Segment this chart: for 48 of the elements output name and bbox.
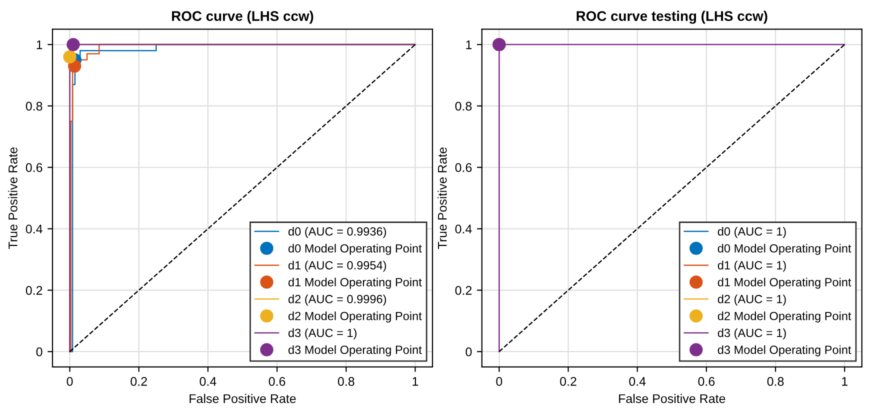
y-tick-label: 1 (36, 40, 42, 50)
x-tick-label: 1 (842, 377, 848, 386)
legend-label: d2 (AUC = 1) (718, 294, 786, 306)
y-tick-label: 0.6 (26, 163, 42, 172)
x-tick-label: 0.8 (338, 377, 354, 386)
legend-label: d1 Model Operating Point (718, 278, 852, 289)
x-tick-label: 0.2 (130, 377, 147, 386)
x-tick-label: 0 (66, 377, 73, 386)
x-tick-label: 0.2 (560, 377, 576, 386)
legend-label: d1 Model Operating Point (288, 278, 422, 289)
x-tick-label: 0.4 (200, 377, 216, 386)
x-tick-label: 0.6 (698, 377, 715, 386)
y-tick-label: 0 (36, 347, 42, 356)
x-tick-label: 0 (496, 377, 502, 386)
point (66, 38, 80, 52)
legend-label: d2 (AUC = 0.9996) (288, 294, 386, 306)
y-tick-label: 0 (466, 347, 472, 356)
y-tick-label: 0.2 (26, 286, 42, 295)
legend-label: d1 (AUC = 0.9954) (288, 260, 386, 272)
y-tick-label: 0.4 (455, 224, 472, 234)
chart-title: ROC curve (LHS ccw) (172, 10, 314, 24)
y-tick-label: 0.4 (26, 224, 42, 234)
y-axis-title: True Positive Rate (438, 147, 447, 249)
legend-label: d3 (AUC = 1) (288, 328, 356, 340)
x-tick-label: 1 (412, 377, 418, 386)
legend-label: d3 Model Operating Point (718, 345, 852, 356)
x-tick-label: 0.4 (629, 377, 646, 386)
legend-label: d2 Model Operating Point (718, 312, 852, 323)
y-tick-label: 0.2 (455, 286, 472, 295)
legend-label: d0 Model Operating Point (288, 244, 422, 255)
legend-label: d0 (AUC = 0.9936) (288, 226, 386, 238)
legend-label: d1 (AUC = 1) (718, 260, 786, 272)
chart-title: ROC curve testing (LHS ccw) (576, 10, 768, 24)
y-tick-label: 0.6 (455, 163, 472, 172)
y-axis-title: True Positive Rate (8, 147, 18, 249)
x-tick-label: 0.6 (268, 377, 286, 386)
x-axis-title: False Positive Rate (619, 394, 726, 404)
point (63, 50, 76, 64)
y-tick-label: 0.8 (26, 102, 42, 111)
legend-label: d3 (AUC = 1) (718, 328, 786, 340)
legend-label: d0 Model Operating Point (718, 244, 852, 255)
y-tick-label: 1 (466, 40, 472, 50)
x-tick-label: 0.8 (767, 377, 784, 386)
y-tick-label: 0.8 (455, 102, 472, 111)
legend-label: d2 Model Operating Point (288, 312, 422, 323)
legend-label: d0 (AUC = 1) (718, 226, 786, 238)
legend-label: d3 Model Operating Point (288, 345, 422, 356)
x-axis-title: False Positive Rate (190, 394, 296, 404)
